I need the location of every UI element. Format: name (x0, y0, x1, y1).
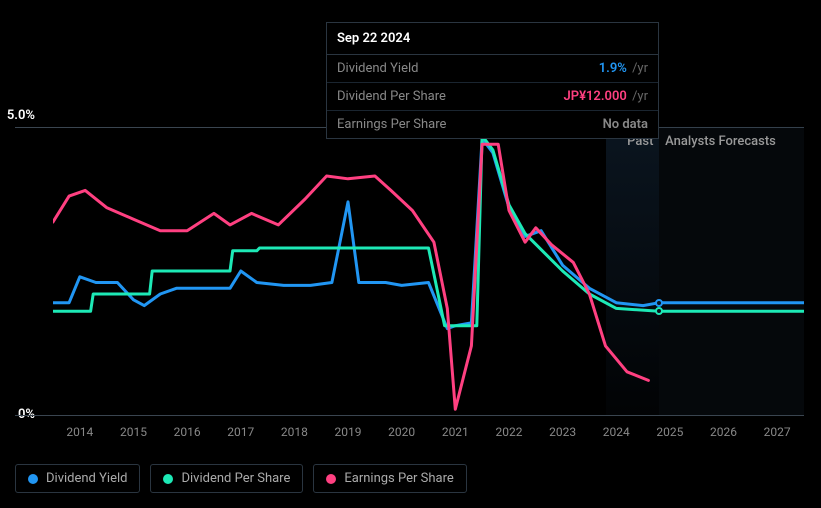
x-tick: 2025 (656, 425, 683, 439)
tooltip-row-value: 1.9% /yr (599, 61, 648, 76)
legend-swatch (163, 474, 173, 484)
x-tick: 2023 (549, 425, 576, 439)
plot-area[interactable] (53, 127, 804, 415)
legend-swatch (326, 474, 336, 484)
x-tick: 2019 (335, 425, 362, 439)
legend-label: Earnings Per Share (344, 471, 453, 486)
series-marker (655, 299, 663, 307)
legend: Dividend Yield Dividend Per Share Earnings… (15, 464, 467, 493)
x-tick: 2022 (495, 425, 522, 439)
tooltip-row: Dividend Yield1.9% /yr (327, 55, 658, 83)
y-max-label: 5.0% (7, 108, 35, 123)
series-marker (655, 307, 663, 315)
tooltip-row: Earnings Per ShareNo data (327, 111, 658, 138)
x-tick: 2014 (66, 425, 93, 439)
tooltip-row-value: No data (603, 117, 648, 132)
x-tick: 2026 (710, 425, 737, 439)
x-tick: 2020 (388, 425, 415, 439)
x-tick: 2015 (120, 425, 147, 439)
x-tick: 2017 (227, 425, 254, 439)
legend-swatch (28, 474, 38, 484)
tooltip-row-label: Dividend Per Share (337, 89, 563, 104)
tooltip-row-value: JP¥12.000 /yr (563, 89, 648, 104)
legend-item[interactable]: Dividend Per Share (150, 464, 303, 493)
x-tick: 2024 (603, 425, 630, 439)
x-tick: 2027 (764, 425, 791, 439)
series-line (53, 144, 648, 409)
x-tick: 2016 (174, 425, 201, 439)
legend-item[interactable]: Earnings Per Share (313, 464, 466, 493)
dividend-chart: Sep 22 2024 Dividend Yield1.9% /yrDivide… (0, 0, 821, 508)
legend-item[interactable]: Dividend Yield (15, 464, 140, 493)
gridline-bottom (15, 415, 804, 416)
chart-tooltip: Sep 22 2024 Dividend Yield1.9% /yrDivide… (326, 22, 659, 139)
tooltip-row-label: Earnings Per Share (337, 117, 603, 132)
tooltip-row-label: Dividend Yield (337, 61, 599, 76)
legend-label: Dividend Yield (46, 471, 127, 486)
tooltip-date: Sep 22 2024 (327, 23, 658, 55)
x-tick: 2021 (442, 425, 469, 439)
tooltip-row: Dividend Per ShareJP¥12.000 /yr (327, 83, 658, 111)
legend-label: Dividend Per Share (181, 471, 290, 486)
x-tick: 2018 (281, 425, 308, 439)
